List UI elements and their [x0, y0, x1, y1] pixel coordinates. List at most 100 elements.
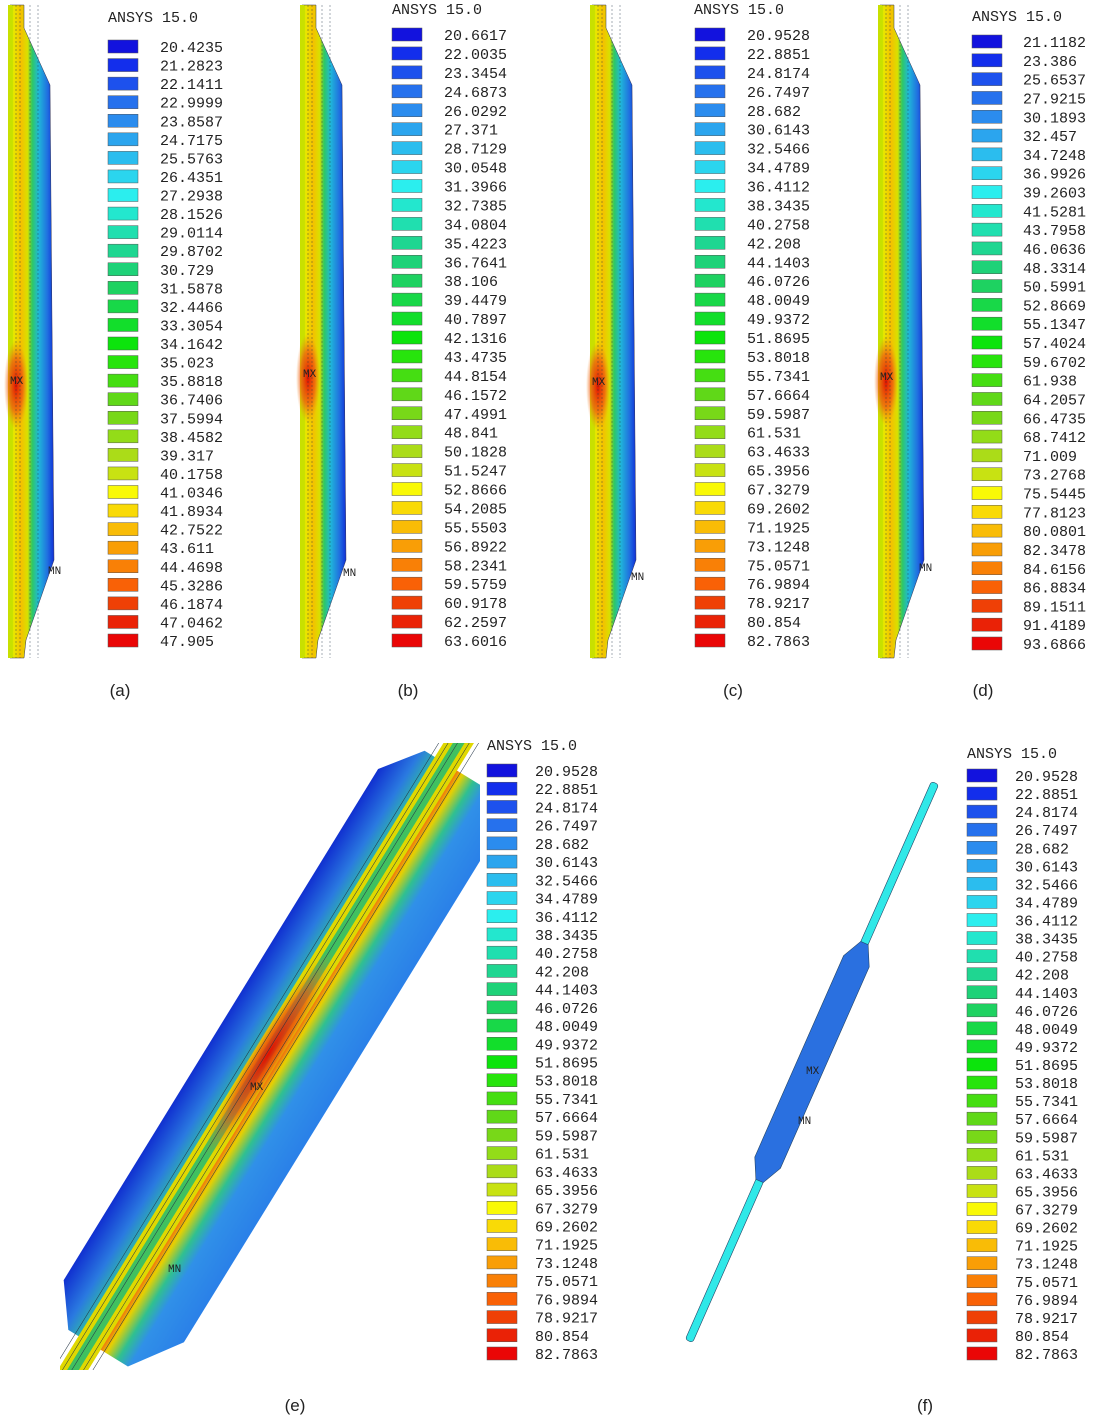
legend-swatch: [972, 505, 1002, 518]
legend-swatch: [108, 96, 138, 109]
panel-caption: (a): [110, 681, 131, 700]
legend-swatch: [487, 1274, 517, 1287]
legend-value: 22.9999: [160, 96, 223, 113]
legend-swatch: [967, 1239, 997, 1252]
legend-swatch: [695, 350, 725, 363]
legend-value: 48.0049: [535, 1019, 598, 1036]
legend-swatch: [972, 430, 1002, 443]
legend-value: 22.8851: [1015, 787, 1078, 804]
legend-value: 89.1511: [1023, 599, 1086, 616]
legend-value: 57.6664: [1015, 1112, 1078, 1129]
legend-swatch: [972, 543, 1002, 556]
legend-swatch: [108, 374, 138, 387]
legend-header: ANSYS 15.0: [967, 746, 1057, 763]
legend-value: 43.611: [160, 541, 214, 558]
legend-swatch: [972, 54, 1002, 67]
legend-value: 73.1248: [747, 539, 810, 556]
legend-value: 51.8695: [747, 331, 810, 348]
min-marker: MN: [919, 563, 932, 575]
legend-value: 27.2938: [160, 189, 223, 206]
legend-swatch: [392, 331, 422, 344]
legend-value: 20.9528: [1015, 769, 1078, 786]
legend-value: 67.3279: [535, 1201, 598, 1218]
legend-value: 25.5763: [160, 151, 223, 168]
legend-swatch: [487, 800, 517, 813]
legend-swatch: [967, 986, 997, 999]
legend-swatch: [108, 133, 138, 146]
legend-swatch: [392, 445, 422, 458]
legend-swatch: [695, 85, 725, 98]
legend-value: 27.9215: [1023, 91, 1086, 108]
wall: [878, 5, 882, 658]
legend-swatch: [967, 1311, 997, 1324]
legend-value: 35.8818: [160, 374, 223, 391]
legend-value: 55.7341: [747, 369, 810, 386]
legend-value: 49.9372: [535, 1037, 598, 1054]
legend-value: 55.7341: [1015, 1094, 1078, 1111]
legend-swatch: [392, 47, 422, 60]
legend-value: 30.6143: [1015, 859, 1078, 876]
legend-swatch: [967, 1257, 997, 1270]
legend-value: 30.729: [160, 263, 214, 280]
legend-swatch: [972, 449, 1002, 462]
legend-value: 61.531: [747, 426, 801, 443]
legend-swatch: [487, 1037, 517, 1050]
legend-swatch: [108, 77, 138, 90]
legend-swatch: [392, 28, 422, 41]
legend-swatch: [108, 281, 138, 294]
legend-swatch: [695, 483, 725, 496]
legend-swatch: [487, 892, 517, 905]
legend-value: 41.8934: [160, 504, 223, 521]
legend-value: 24.8174: [1015, 805, 1078, 822]
legend-value: 75.5445: [1023, 487, 1086, 504]
min-marker: MN: [48, 566, 61, 578]
legend-swatch: [392, 161, 422, 174]
legend-value: 84.6156: [1023, 562, 1086, 579]
legend-swatch: [695, 426, 725, 439]
legend-swatch: [695, 369, 725, 382]
legend-value: 44.4698: [160, 560, 223, 577]
legend-value: 39.317: [160, 448, 214, 465]
legend-swatch: [487, 1074, 517, 1087]
legend-value: 24.8174: [747, 66, 810, 83]
legend-value: 53.8018: [747, 350, 810, 367]
legend-value: 63.4633: [1015, 1166, 1078, 1183]
legend-swatch: [487, 1238, 517, 1251]
legend-value: 86.8834: [1023, 581, 1086, 598]
legend-value: 38.3435: [1015, 932, 1078, 949]
legend-swatch: [392, 293, 422, 306]
legend-value: 78.9217: [1015, 1311, 1078, 1328]
legend-swatch: [108, 448, 138, 461]
legend-value: 50.1828: [444, 445, 507, 462]
legend-swatch: [487, 1256, 517, 1269]
legend-value: 35.4223: [444, 236, 507, 253]
legend-value: 63.4633: [535, 1165, 598, 1182]
legend-value: 45.3286: [160, 578, 223, 595]
legend-swatch: [487, 819, 517, 832]
legend-swatch: [967, 1022, 997, 1035]
legend-value: 82.3478: [1023, 543, 1086, 560]
legend-swatch: [972, 374, 1002, 387]
legend-swatch: [695, 217, 725, 230]
legend-swatch: [972, 129, 1002, 142]
legend-swatch: [695, 123, 725, 136]
min-marker: MN: [798, 1116, 811, 1128]
legend-swatch: [967, 769, 997, 782]
max-marker: MX: [880, 372, 894, 384]
legend-value: 53.8018: [1015, 1076, 1078, 1093]
legend-value: 64.2057: [1023, 392, 1086, 409]
legend-value: 63.4633: [747, 445, 810, 462]
legend-swatch: [972, 261, 1002, 274]
legend-value: 39.2603: [1023, 186, 1086, 203]
legend-swatch: [487, 782, 517, 795]
body: [10, 5, 54, 658]
bulge: [747, 937, 878, 1186]
legend-swatch: [695, 464, 725, 477]
contour-plot: [296, 5, 346, 658]
legend-swatch: [967, 877, 997, 890]
legend-value: 34.4789: [535, 892, 598, 909]
body: [302, 5, 346, 658]
legend-value: 43.4735: [444, 350, 507, 367]
legend-value: 46.1572: [444, 388, 507, 405]
legend-value: 61.938: [1023, 374, 1077, 391]
